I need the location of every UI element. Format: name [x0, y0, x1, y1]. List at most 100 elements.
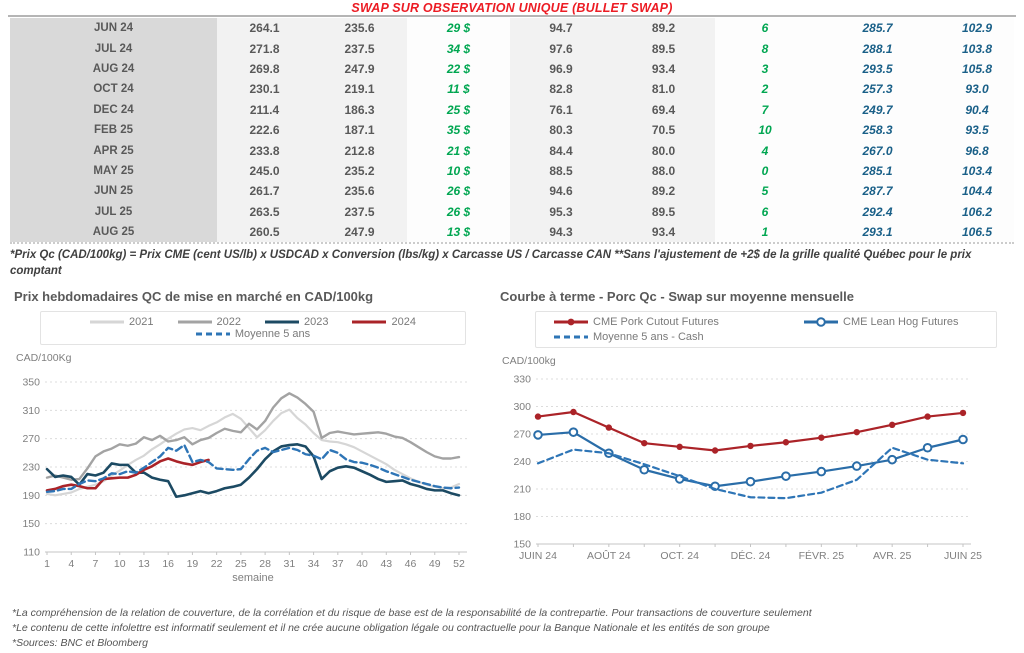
- table-cell: 34 $: [407, 38, 510, 59]
- legend-label: 2024: [391, 316, 416, 328]
- forward-curve-chart-legend: CME Pork Cutout Futures CME Lean Hog Futu…: [535, 311, 997, 348]
- legend-item-3: 2024: [352, 316, 416, 328]
- table-cell-month: APR 25: [10, 140, 217, 161]
- table-cell: 230.1: [217, 79, 312, 100]
- table-cell: 106.2: [940, 201, 1014, 222]
- table-cell: 212.8: [312, 140, 407, 161]
- table-cell: 235.2: [312, 160, 407, 182]
- table-cell: 267.0: [815, 140, 940, 161]
- table-cell: 2: [715, 79, 815, 100]
- legend-label: CME Pork Cutout Futures: [593, 316, 719, 328]
- footnote-line: *Le contenu de cette infolettre est info…: [12, 621, 770, 634]
- table-cell: 82.8: [510, 79, 612, 100]
- table-cell: 235.6: [312, 181, 407, 202]
- table-cell: 93.4: [612, 58, 715, 80]
- table-cell: 258.3: [815, 119, 940, 141]
- weekly-price-chart-plot: CAD/100Kg 110 150 190 230 270 310 350 1 4 7 10 13 16 1…: [14, 349, 480, 594]
- weekly-price-chart-plot-svg: CAD/100Kg 110 150 190 230 270 310 350 1 4 7 10 13 16 1…: [16, 352, 467, 584]
- svg-text:1: 1: [44, 558, 50, 570]
- table-cell: 105.8: [940, 58, 1014, 80]
- legend-label: 2022: [216, 316, 241, 328]
- svg-text:40: 40: [356, 558, 368, 570]
- table-cell: 22 $: [407, 58, 510, 80]
- svg-text:150: 150: [513, 539, 531, 551]
- svg-text:22: 22: [211, 558, 223, 570]
- svg-text:13: 13: [138, 558, 150, 570]
- table-cell: 103.4: [940, 160, 1014, 182]
- table-cell: 25 $: [407, 99, 510, 120]
- legend-item-0: CME Pork Cutout Futures: [542, 316, 804, 328]
- table-cell: 245.0: [217, 160, 312, 182]
- legend-line-swatch: [265, 320, 299, 324]
- table-cell: 80.3: [510, 119, 612, 141]
- svg-text:4: 4: [68, 558, 74, 570]
- legend-label: 2023: [304, 316, 329, 328]
- legend-label: Moyenne 5 ans: [234, 328, 311, 340]
- svg-text:19: 19: [187, 558, 199, 570]
- page-title: SWAP SUR OBSERVATION UNIQUE (BULLET SWAP…: [351, 1, 673, 15]
- svg-text:37: 37: [332, 558, 344, 570]
- title-divider: [8, 15, 1016, 17]
- svg-text:43: 43: [380, 558, 392, 570]
- table-cell: 10: [715, 119, 815, 141]
- svg-text:25: 25: [235, 558, 247, 570]
- svg-text:10: 10: [114, 558, 126, 570]
- table-cell: 293.5: [815, 58, 940, 80]
- table-cell: 76.1: [510, 99, 612, 120]
- table-cell: 88.5: [510, 160, 612, 182]
- table-cell: 35 $: [407, 119, 510, 141]
- table-cell: 89.2: [612, 181, 715, 202]
- svg-text:DÉC. 24: DÉC. 24: [731, 549, 771, 562]
- table-cell: 95.3: [510, 201, 612, 222]
- svg-text:CAD/100kg: CAD/100kg: [502, 355, 556, 367]
- legend-line-swatch: [177, 320, 212, 324]
- svg-text:270: 270: [513, 429, 531, 441]
- table-cell: 269.8: [217, 58, 312, 80]
- table-cell: 93.4: [612, 221, 715, 243]
- svg-text:34: 34: [308, 558, 320, 570]
- table-cell-month: JUL 24: [10, 38, 217, 59]
- weekly-price-chart-title: Prix hebdomadaires QC de mise en marché …: [14, 289, 374, 304]
- table-cell-month: DEC 24: [10, 99, 217, 120]
- table-cell: 103.8: [940, 38, 1014, 59]
- table-cell-month: AUG 25: [10, 221, 217, 243]
- table-cell: 89.5: [612, 38, 715, 59]
- table-cell: 4: [715, 140, 815, 161]
- forward-curve-chart-plot-svg: CAD/100kg 150 180 210 240 270 300 330 JUIN 24 AOÛ…: [502, 355, 982, 562]
- legend-line-swatch: [352, 320, 387, 324]
- table-cell: 186.3: [312, 99, 407, 120]
- table-cell: 211.4: [217, 99, 312, 120]
- table-cell: 264.1: [217, 18, 312, 39]
- table-cell: 285.1: [815, 160, 940, 182]
- table-cell: 263.5: [217, 201, 312, 222]
- table-cell: 292.4: [815, 201, 940, 222]
- svg-text:31: 31: [284, 558, 296, 570]
- table-cell-month: JUL 25: [10, 201, 217, 222]
- table-cell: 70.5: [612, 119, 715, 141]
- svg-text:46: 46: [405, 558, 417, 570]
- table-cell: 5: [715, 181, 815, 202]
- table-cell: 104.4: [940, 181, 1014, 202]
- table-cell: 287.7: [815, 181, 940, 202]
- swap-table: JUN 24 264.1 235.6 29 $94.7 89.2 6 285.7 102.9 J…: [10, 18, 1014, 245]
- table-cell: 97.6: [510, 38, 612, 59]
- table-cell: 94.3: [510, 221, 612, 243]
- table-cell: 235.6: [312, 18, 407, 39]
- legend-item-1: 2022: [177, 316, 241, 328]
- svg-text:270: 270: [22, 433, 40, 445]
- svg-text:330: 330: [513, 374, 531, 386]
- forward-curve-chart-title: Courbe à terme - Porc Qc - Swap sur moye…: [500, 289, 854, 304]
- table-cell: 249.7: [815, 99, 940, 120]
- table-cell: 260.5: [217, 221, 312, 243]
- table-cell-month: JUN 24: [10, 18, 217, 39]
- table-cell: 94.6: [510, 181, 612, 202]
- table-cell-month: OCT 24: [10, 79, 217, 100]
- table-cell-month: AUG 24: [10, 58, 217, 80]
- table-cell: 21 $: [407, 140, 510, 161]
- table-cell: 288.1: [815, 38, 940, 59]
- table-cell: 96.9: [510, 58, 612, 80]
- table-cell: 10 $: [407, 160, 510, 182]
- table-cell: 293.1: [815, 221, 940, 243]
- table-cell: 7: [715, 99, 815, 120]
- table-cell: 80.0: [612, 140, 715, 161]
